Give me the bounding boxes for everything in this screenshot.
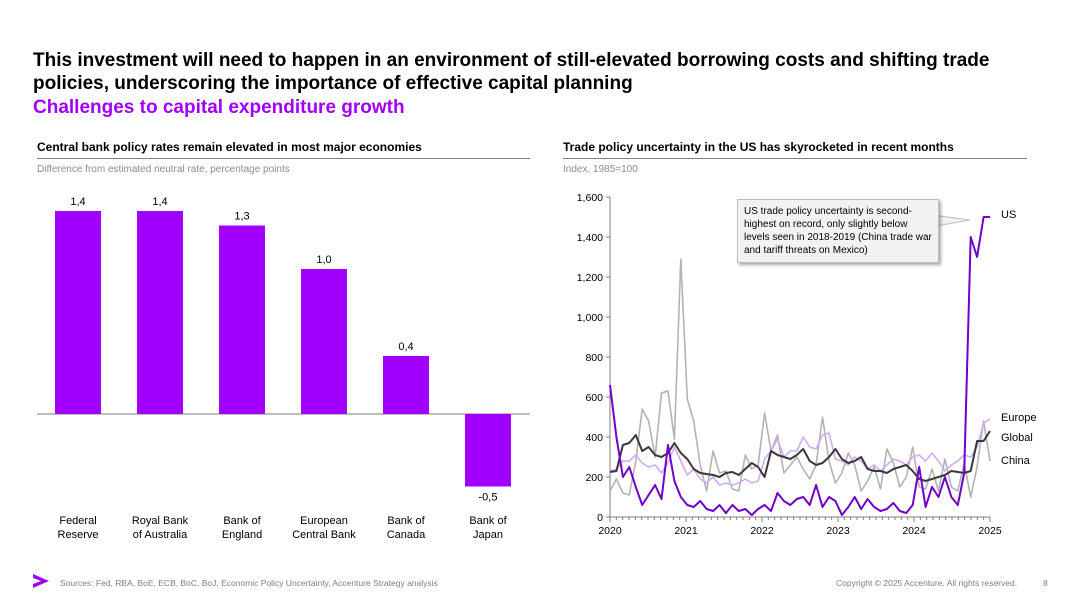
bar-category-label: Federal bbox=[59, 515, 96, 527]
x-tick-label: 2021 bbox=[674, 525, 698, 537]
series-line-china bbox=[609, 258, 991, 498]
series-line-europe bbox=[609, 418, 991, 486]
bar-chart-title-rule bbox=[37, 158, 530, 159]
bar bbox=[219, 225, 265, 414]
bar-category-label: Royal Bank bbox=[132, 515, 189, 527]
bar-value-label: 1,0 bbox=[316, 254, 331, 266]
line-chart-annotation: US trade policy uncertainty is second-hi… bbox=[737, 199, 939, 263]
bar-category-label: European bbox=[300, 515, 348, 527]
x-tick-label: 2024 bbox=[902, 525, 926, 537]
x-tick-label: 2020 bbox=[598, 525, 622, 537]
bar-value-label: -0,5 bbox=[479, 492, 498, 504]
y-tick-label: 200 bbox=[585, 472, 603, 484]
bar-category-label: Bank of bbox=[223, 515, 261, 527]
bar bbox=[383, 356, 429, 414]
bar bbox=[55, 211, 101, 414]
bar-chart: 1,4 Federal Reserve 1,4 Royal Bank of Austral… bbox=[37, 196, 530, 541]
series-label-global: Global bbox=[1001, 432, 1033, 444]
bar-chart-subtitle: Difference from estimated neutral rate, … bbox=[37, 164, 290, 175]
bar bbox=[301, 269, 347, 414]
line-chart-title-rule bbox=[563, 158, 1027, 159]
bar-category-label: Bank of bbox=[469, 515, 507, 527]
footer-page-number: 8 bbox=[1043, 578, 1048, 588]
bar-category-label: Reserve bbox=[58, 529, 99, 541]
y-tick-label: 800 bbox=[585, 352, 603, 364]
series-label-europe: Europe bbox=[1001, 412, 1036, 424]
series-line-global bbox=[609, 430, 991, 482]
y-tick-label: 1,200 bbox=[577, 272, 603, 284]
bar-category-label: Central Bank bbox=[292, 529, 356, 541]
bar-chart-title: Central bank policy rates remain elevate… bbox=[37, 140, 422, 154]
page-headline: This investment will need to happen in a… bbox=[33, 50, 990, 94]
y-tick-label: 0 bbox=[597, 512, 603, 524]
bar-value-label: 1,4 bbox=[152, 196, 167, 208]
bar-value-label: 0,4 bbox=[398, 341, 413, 353]
footer-sources: Sources: Fed, RBA, BoE, ECB, BoC, BoJ, E… bbox=[60, 578, 438, 588]
x-tick-label: 2022 bbox=[750, 525, 774, 537]
series-label-china: China bbox=[1001, 455, 1031, 467]
bar-category-label: Bank of bbox=[387, 515, 425, 527]
line-chart: 0 200 400 600 800 1,000 1,200 1,400 1,600 2020 202… bbox=[577, 192, 1037, 537]
x-tick-label: 2023 bbox=[826, 525, 850, 537]
bar-category-label: Canada bbox=[387, 529, 426, 541]
bar bbox=[137, 211, 183, 414]
series-label-us: US bbox=[1001, 209, 1016, 221]
bar-value-label: 1,4 bbox=[70, 196, 85, 208]
y-tick-label: 600 bbox=[585, 392, 603, 404]
series-line-us bbox=[609, 216, 990, 516]
bar-category-label: of Australia bbox=[133, 529, 188, 541]
footer-copyright: Copyright © 2025 Accenture. All rights r… bbox=[836, 578, 1018, 588]
line-chart-subtitle: Index, 1985=100 bbox=[563, 164, 638, 175]
y-tick-label: 400 bbox=[585, 432, 603, 444]
line-chart-title: Trade policy uncertainty in the US has s… bbox=[563, 140, 954, 154]
bar-value-label: 1,3 bbox=[234, 211, 249, 223]
page-subheadline: Challenges to capital expenditure growth bbox=[33, 97, 405, 118]
y-tick-label: 1,600 bbox=[577, 192, 603, 204]
bar bbox=[465, 414, 511, 487]
x-tick-label: 2025 bbox=[978, 525, 1002, 537]
y-tick-label: 1,400 bbox=[577, 232, 603, 244]
accenture-logo-icon bbox=[33, 574, 49, 588]
bar-category-label: Japan bbox=[473, 529, 503, 541]
bar-category-label: England bbox=[222, 529, 262, 541]
y-tick-label: 1,000 bbox=[577, 312, 603, 324]
